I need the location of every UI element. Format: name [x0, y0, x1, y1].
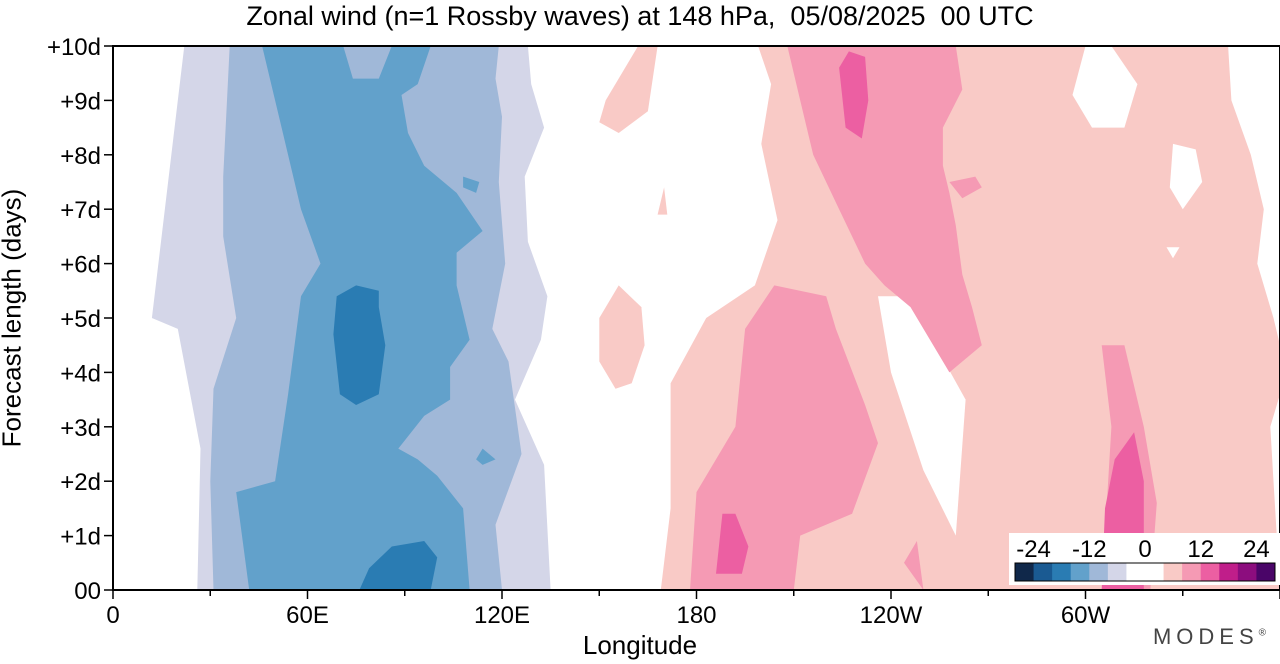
colorbar-swatch	[1163, 563, 1183, 581]
contour-pos-12-west	[716, 513, 749, 574]
x-tick-label: 60E	[286, 602, 329, 629]
contour-pos-8-lower	[690, 285, 878, 590]
y-tick-label: 00	[74, 578, 101, 605]
x-tick-label: 120W	[860, 602, 923, 629]
contour-neg-16-lower	[359, 541, 438, 590]
colorbar-swatch	[1015, 563, 1035, 581]
x-tick-label: 180	[676, 602, 716, 629]
colorbar-label: -24	[1016, 536, 1051, 563]
colorbar-swatch	[1200, 563, 1220, 581]
colorbar-frame	[1014, 562, 1276, 582]
y-tick-label: +10d	[47, 34, 101, 61]
x-tick-label: 120E	[474, 602, 530, 629]
y-tick-label: +2d	[60, 469, 101, 496]
y-tick-label: +7d	[60, 197, 101, 224]
colorbar-label: 12	[1187, 536, 1214, 563]
contour-pos-8-small2	[949, 176, 982, 199]
colorbar-swatch	[1126, 563, 1146, 581]
colorbar-label: 24	[1243, 536, 1270, 563]
y-tick-label: +5d	[60, 306, 101, 333]
chart-title: Zonal wind (n=1 Rossby waves) at 148 hPa…	[246, 1, 1034, 31]
y-tick-label: +8d	[60, 143, 101, 170]
contour-neg-12-patch	[463, 176, 480, 193]
colorbar-swatch	[1182, 563, 1202, 581]
contour-pos-8-upper	[787, 46, 982, 373]
colorbar-label: 0	[1138, 536, 1151, 563]
contour-zero-hole-3	[1169, 143, 1203, 210]
y-tick-label: +3d	[60, 415, 101, 442]
y-tick-label: +9d	[60, 88, 101, 115]
colorbar-swatch	[1237, 563, 1257, 581]
colorbar-swatch	[1256, 563, 1276, 581]
contour-pos-8-small	[904, 541, 924, 590]
y-tick-label: +4d	[60, 360, 101, 387]
x-tick-label: 60W	[1061, 602, 1111, 629]
colorbar-swatch	[1145, 563, 1165, 581]
contour-pos-4-blob3	[657, 187, 668, 215]
colorbar-swatch	[1107, 563, 1127, 581]
contour-neg-12-patch2	[476, 448, 496, 465]
colorbar-swatch	[1089, 563, 1109, 581]
y-tick-label: +6d	[60, 252, 101, 279]
colorbar-swatch	[1219, 563, 1239, 581]
x-tick-label: 0	[106, 602, 119, 629]
colorbar-swatch	[1070, 563, 1090, 581]
contour-zero-hole-1	[878, 296, 966, 536]
contour-pos-4-blob	[599, 285, 645, 389]
colorbar-label: -12	[1072, 536, 1107, 563]
contour-neg-16-core	[333, 285, 386, 405]
y-tick-label: +1d	[60, 524, 101, 551]
brand-logo: MODES®	[1152, 624, 1266, 649]
contour-pos-4-blob2	[599, 46, 658, 133]
contour-zero-hole-2	[1072, 46, 1138, 128]
x-axis-label: Longitude	[582, 630, 698, 660]
colorbar-swatch	[1052, 563, 1072, 581]
colorbar-swatch	[1033, 563, 1053, 581]
contour-zero-hole-4	[1166, 247, 1180, 259]
contour-pos-12-north	[839, 51, 869, 139]
